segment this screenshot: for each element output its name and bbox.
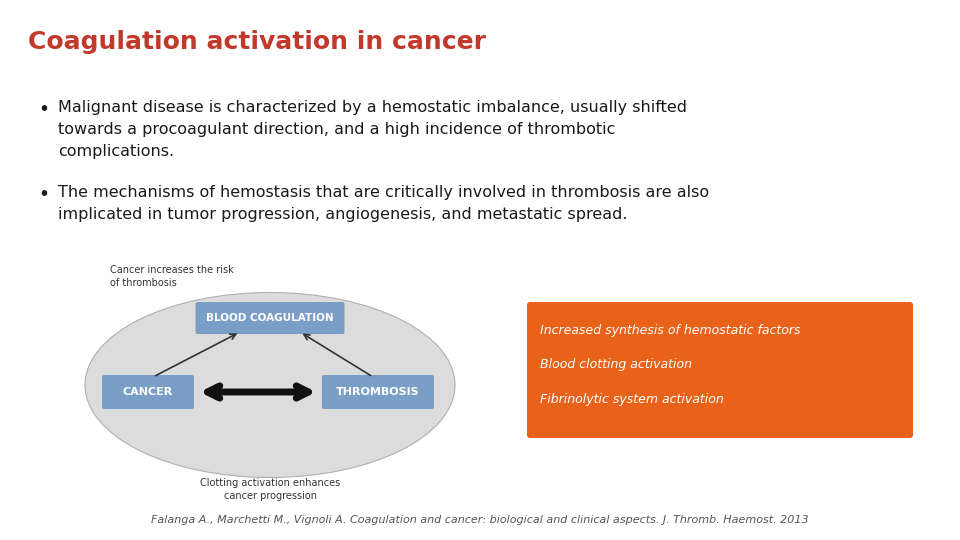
Text: Malignant disease is characterized by a hemostatic imbalance, usually shifted: Malignant disease is characterized by a … <box>58 100 687 115</box>
FancyBboxPatch shape <box>196 302 345 334</box>
Text: •: • <box>38 100 49 119</box>
Text: implicated in tumor progression, angiogenesis, and metastatic spread.: implicated in tumor progression, angioge… <box>58 207 628 222</box>
Text: Clotting activation enhances
cancer progression: Clotting activation enhances cancer prog… <box>200 478 340 501</box>
Text: Coagulation activation in cancer: Coagulation activation in cancer <box>28 30 486 54</box>
Text: CANCER: CANCER <box>123 387 173 397</box>
Text: THROMBOSIS: THROMBOSIS <box>336 387 420 397</box>
Text: •: • <box>38 185 49 204</box>
Text: Blood clotting activation: Blood clotting activation <box>540 359 692 372</box>
Ellipse shape <box>85 293 455 477</box>
Text: Cancer increases the risk
of thrombosis: Cancer increases the risk of thrombosis <box>110 265 233 288</box>
Text: complications.: complications. <box>58 144 174 159</box>
Text: Falanga A., Marchetti M., Vignoli A. Coagulation and cancer: biological and clin: Falanga A., Marchetti M., Vignoli A. Coa… <box>151 515 809 525</box>
FancyBboxPatch shape <box>322 375 434 409</box>
Text: The mechanisms of hemostasis that are critically involved in thrombosis are also: The mechanisms of hemostasis that are cr… <box>58 185 709 200</box>
Text: BLOOD COAGULATION: BLOOD COAGULATION <box>206 313 334 323</box>
FancyBboxPatch shape <box>527 302 913 438</box>
FancyBboxPatch shape <box>102 375 194 409</box>
Text: Increased synthesis of hemostatic factors: Increased synthesis of hemostatic factor… <box>540 324 801 337</box>
Text: Fibrinolytic system activation: Fibrinolytic system activation <box>540 393 724 406</box>
Text: towards a procoagulant direction, and a high incidence of thrombotic: towards a procoagulant direction, and a … <box>58 122 615 137</box>
